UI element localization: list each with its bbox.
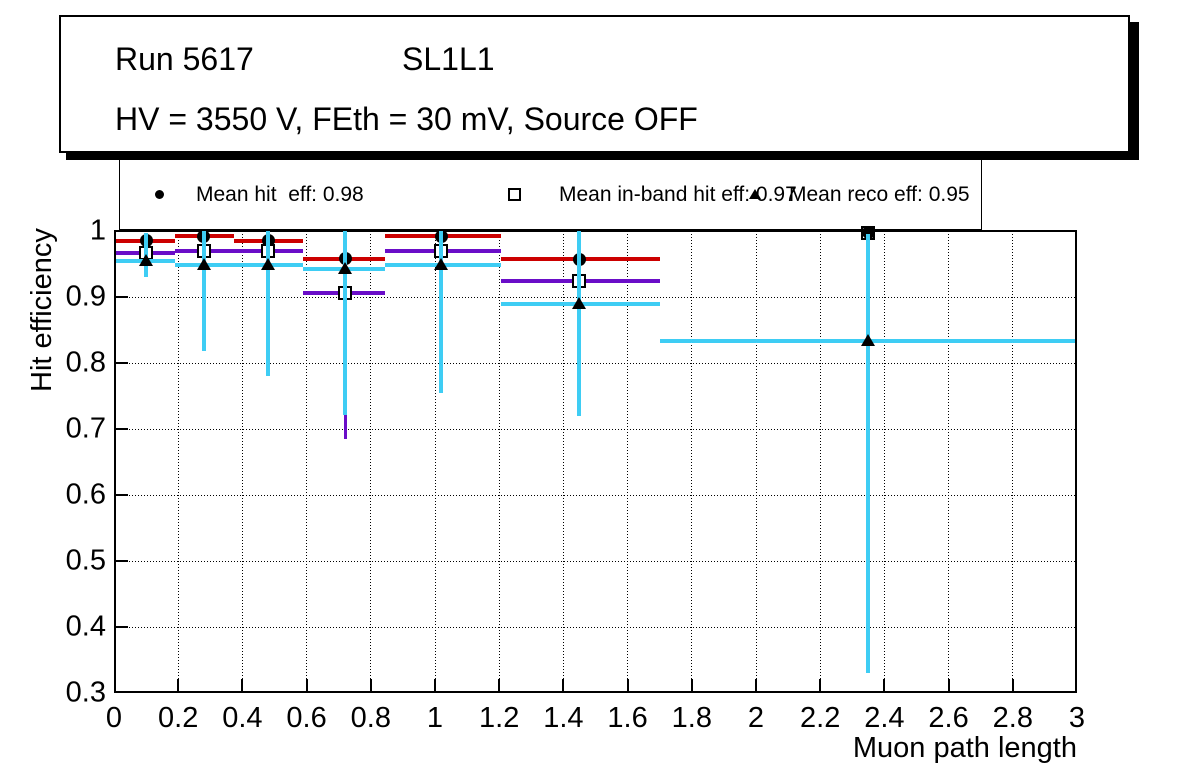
x-tick-mark xyxy=(562,679,565,691)
run-number-text: Run 5617 xyxy=(115,41,254,77)
x-tick-mark xyxy=(883,679,886,691)
y-tick-mark xyxy=(116,296,128,298)
y-tick-label: 0.9 xyxy=(65,280,106,313)
x-gridline xyxy=(819,231,821,693)
reco-marker xyxy=(338,261,353,274)
x-tick-mark xyxy=(755,679,757,691)
x-tick-label: 0.4 xyxy=(222,702,263,734)
x-tick-mark xyxy=(369,679,372,691)
x-axis-title: Muon path length xyxy=(852,732,1077,764)
y-gridline xyxy=(114,494,1077,496)
legend: Mean hit eff: 0.98 Mean in-band hit eff:… xyxy=(119,158,982,230)
x-gridline xyxy=(434,231,436,693)
y-tick-label: 0.8 xyxy=(65,346,106,379)
y-tick-label: 1 xyxy=(89,214,106,247)
x-gridline xyxy=(177,231,179,693)
y-gridline xyxy=(114,362,1077,364)
x-gridline xyxy=(691,231,693,693)
x-tick-label: 2.6 xyxy=(928,702,969,734)
reco-marker xyxy=(261,258,276,271)
plot-frame xyxy=(114,230,1077,693)
x-tick-mark xyxy=(177,679,180,691)
x-gridline xyxy=(241,231,243,693)
y-tick-mark xyxy=(116,362,128,364)
reco-marker xyxy=(196,257,211,270)
legend-label: Mean in-band hit eff: 0.97 xyxy=(559,183,797,206)
legend-entry-mean-hit: Mean hit eff: 0.98 xyxy=(120,159,408,229)
legend-entry-inband-hit: Mean in-band hit eff: 0.97 xyxy=(408,159,797,229)
x-tick-label: 2.8 xyxy=(992,702,1033,734)
x-tick-mark xyxy=(434,679,436,691)
y-tick-mark xyxy=(116,428,128,430)
reco-yerr-bar xyxy=(577,231,582,416)
x-tick-label: 3 xyxy=(1068,702,1086,734)
x-tick-label: 1.4 xyxy=(543,702,584,734)
x-gridline xyxy=(627,231,629,693)
x-tick-mark xyxy=(690,679,693,691)
x-tick-label: 2.4 xyxy=(864,702,905,734)
hit-marker xyxy=(861,226,875,240)
x-gridline xyxy=(948,231,950,693)
y-tick-label: 0.4 xyxy=(65,610,106,643)
y-axis-title: Hit efficiency xyxy=(26,228,58,392)
y-tick-label: 0.7 xyxy=(65,412,106,445)
x-tick-label: 0.8 xyxy=(350,702,391,734)
y-gridline xyxy=(114,296,1077,298)
x-gridline xyxy=(883,231,885,693)
reco-yerr-bar xyxy=(266,231,271,377)
x-tick-mark xyxy=(241,679,244,691)
x-tick-mark xyxy=(1011,679,1014,691)
x-tick-label: 0 xyxy=(105,702,123,734)
y-gridline xyxy=(114,626,1077,628)
y-tick-mark xyxy=(116,560,128,562)
x-tick-label: 0.6 xyxy=(286,702,327,734)
y-tick-mark xyxy=(116,626,128,628)
x-tick-label: 1.8 xyxy=(671,702,712,734)
x-gridline xyxy=(498,231,500,693)
x-tick-mark xyxy=(819,679,822,691)
reco-yerr-bar xyxy=(866,234,871,674)
x-tick-mark xyxy=(626,679,629,691)
x-tick-label: 2.2 xyxy=(800,702,841,734)
reco-yerr-bar xyxy=(439,231,444,393)
legend-label: Mean hit eff: 0.98 xyxy=(196,183,364,206)
open-square-icon xyxy=(508,188,521,201)
x-tick-label: 1.6 xyxy=(607,702,648,734)
reco-yerr-bar xyxy=(201,231,206,352)
x-gridline xyxy=(306,231,308,693)
y-tick-label: 0.3 xyxy=(65,676,106,709)
x-gridline xyxy=(370,231,372,693)
x-tick-mark xyxy=(305,679,308,691)
x-gridline xyxy=(1012,231,1014,693)
x-tick-label: 0.2 xyxy=(158,702,199,734)
conditions-text: HV = 3550 V, FEth = 30 mV, Source OFF xyxy=(115,101,698,137)
x-tick-label: 2 xyxy=(747,702,765,734)
reco-marker xyxy=(434,257,449,270)
y-tick-label: 0.5 xyxy=(65,544,106,577)
x-tick-label: 1 xyxy=(426,702,444,734)
reco-yerr-bar xyxy=(343,231,348,416)
reco-marker xyxy=(861,333,876,346)
legend-label: Mean reco eff: 0.95 xyxy=(789,183,970,206)
reco-marker xyxy=(572,296,587,309)
y-tick-mark xyxy=(116,494,128,496)
y-gridline xyxy=(114,428,1077,430)
filled-triangle-icon xyxy=(749,189,761,199)
x-tick-label: 1.2 xyxy=(479,702,520,734)
legend-entry-reco: Mean reco eff: 0.95 xyxy=(696,159,983,229)
x-gridline xyxy=(562,231,564,693)
filled-circle-icon xyxy=(155,190,164,199)
superlayer-text: SL1L1 xyxy=(402,41,495,77)
reco-marker xyxy=(139,254,154,267)
y-tick-label: 0.6 xyxy=(65,478,106,511)
title-box: Run 5617 SL1L1 HV = 3550 V, FEth = 30 mV… xyxy=(59,15,1130,153)
x-gridline xyxy=(755,231,757,693)
x-tick-mark xyxy=(498,679,501,691)
y-gridline xyxy=(114,560,1077,562)
x-tick-mark xyxy=(947,679,950,691)
